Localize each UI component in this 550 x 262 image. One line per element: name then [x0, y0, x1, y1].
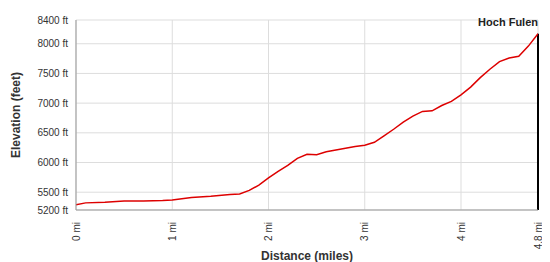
svg-text:8000 ft: 8000 ft: [37, 38, 68, 49]
svg-text:4 mi: 4 mi: [456, 222, 467, 241]
svg-text:5500 ft: 5500 ft: [37, 187, 68, 198]
svg-text:Elevation (feet): Elevation (feet): [9, 72, 23, 158]
svg-text:3 mi: 3 mi: [359, 222, 370, 241]
svg-text:5200 ft: 5200 ft: [37, 205, 68, 216]
svg-text:Hoch Fulen: Hoch Fulen: [478, 16, 538, 28]
svg-text:Distance (miles): Distance (miles): [261, 249, 353, 262]
svg-text:4.8 mi: 4.8 mi: [533, 222, 543, 249]
svg-text:2 mi: 2 mi: [263, 222, 274, 241]
svg-text:8400 ft: 8400 ft: [37, 15, 68, 26]
svg-text:6500 ft: 6500 ft: [37, 127, 68, 138]
svg-text:7500 ft: 7500 ft: [37, 68, 68, 79]
svg-text:6000 ft: 6000 ft: [37, 157, 68, 168]
svg-text:1 mi: 1 mi: [167, 222, 178, 241]
svg-text:7000 ft: 7000 ft: [37, 98, 68, 109]
svg-text:0 mi: 0 mi: [71, 222, 82, 241]
